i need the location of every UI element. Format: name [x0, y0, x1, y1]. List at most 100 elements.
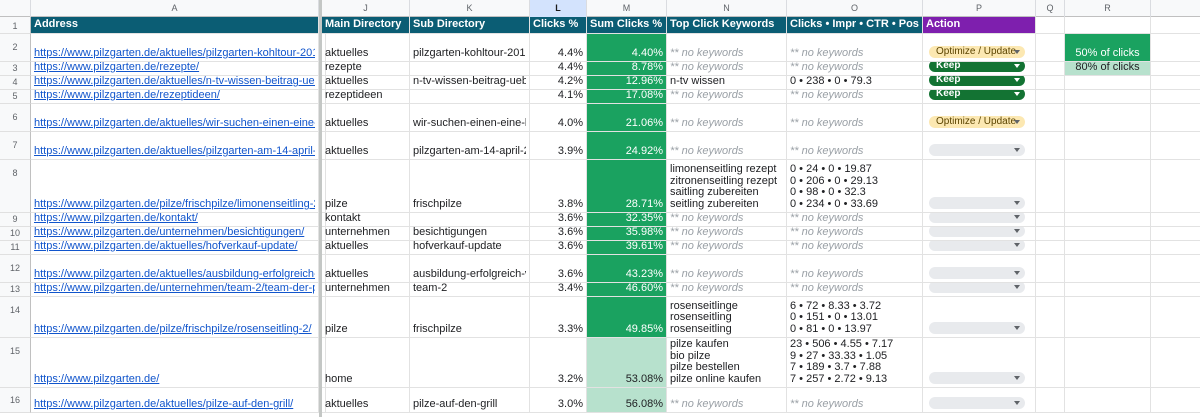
threshold-cell[interactable]	[1065, 283, 1151, 296]
url-link[interactable]: https://www.pilzgarten.de/aktuelles/hofv…	[34, 241, 298, 252]
action-dropdown[interactable]	[929, 197, 1025, 209]
keywords-cell[interactable]: limonenseitling rezept zitronenseitling r…	[667, 160, 787, 212]
sum-clicks-cell[interactable]: 49.85%	[587, 297, 667, 337]
sub-directory-cell[interactable]: hofverkauf-update	[410, 241, 530, 254]
action-cell[interactable]	[923, 283, 1036, 296]
row-number[interactable]: 16	[0, 388, 31, 413]
threshold-cell[interactable]	[1065, 104, 1151, 131]
clicks-pct-cell[interactable]: 3.6%	[530, 241, 587, 254]
url-cell[interactable]: https://www.pilzgarten.de/aktuelles/n-tv…	[31, 76, 319, 89]
sum-clicks-cell[interactable]: 32.35%	[587, 213, 667, 226]
threshold-cell[interactable]	[1065, 227, 1151, 240]
action-dropdown[interactable]	[929, 283, 1025, 293]
exact-cell[interactable]	[319, 34, 326, 61]
column-header-r[interactable]: R	[1065, 0, 1151, 17]
sub-directory-cell[interactable]: pilze-auf-den-grill	[410, 388, 530, 412]
action-cell[interactable]: Optimize / Update	[923, 104, 1036, 131]
empty-cell[interactable]	[1036, 34, 1065, 61]
threshold-cell[interactable]	[1065, 297, 1151, 337]
url-cell[interactable]: https://www.pilzgarten.de/aktuelles/wir-…	[31, 104, 319, 131]
row-number[interactable]: 4	[0, 76, 31, 90]
metrics-cell[interactable]: ** no keywords	[787, 132, 923, 159]
metrics-cell[interactable]: 6 • 72 • 8.33 • 3.72 0 • 151 • 0 • 13.01 0…	[787, 297, 923, 337]
url-link[interactable]: https://www.pilzgarten.de/aktuelles/pilz…	[34, 47, 315, 59]
metrics-cell[interactable]: ** no keywords	[787, 255, 923, 282]
threshold-cell[interactable]	[1065, 241, 1151, 254]
action-dropdown[interactable]	[929, 322, 1025, 334]
threshold-cell[interactable]	[1065, 338, 1151, 387]
metrics-cell[interactable]: ** no keywords	[787, 388, 923, 412]
threshold-cell[interactable]	[1065, 213, 1151, 226]
action-dropdown[interactable]: Keep	[929, 90, 1025, 100]
main-directory-cell[interactable]: 0 aktuelles	[322, 34, 410, 61]
main-directory-cell[interactable]: 0 pilze	[322, 160, 410, 212]
action-cell[interactable]: Optimize / Update	[923, 34, 1036, 61]
url-link[interactable]: https://www.pilzgarten.de/aktuelles/ausb…	[34, 268, 315, 280]
select-all-corner[interactable]	[0, 0, 31, 17]
action-dropdown[interactable]: Keep	[929, 76, 1025, 86]
sub-directory-cell[interactable]	[410, 213, 530, 226]
action-dropdown[interactable]	[929, 267, 1025, 279]
clicks-pct-cell[interactable]: 3.3%	[530, 297, 587, 337]
keywords-cell[interactable]: ** no keywords	[667, 90, 787, 103]
threshold-cell[interactable]	[1065, 255, 1151, 282]
clicks-pct-cell[interactable]: 4.1%	[530, 90, 587, 103]
sum-clicks-cell[interactable]: 17.08%	[587, 90, 667, 103]
main-directory-cell[interactable]: 0 aktuelles	[322, 388, 410, 412]
row-number[interactable]: 15	[0, 338, 31, 388]
url-cell[interactable]: https://www.pilzgarten.de/kontakt/	[31, 213, 319, 226]
action-cell[interactable]	[923, 213, 1036, 226]
exact-cell[interactable]	[319, 338, 326, 387]
exact-cell[interactable]	[319, 76, 326, 89]
row-number[interactable]: 14	[0, 297, 31, 338]
sum-clicks-cell[interactable]: 4.40%	[587, 34, 667, 61]
url-link[interactable]: https://www.pilzgarten.de/kontakt/	[34, 213, 198, 224]
url-link[interactable]: https://www.pilzgarten.de/aktuelles/pilz…	[34, 398, 294, 410]
action-dropdown[interactable]	[929, 397, 1025, 409]
url-cell[interactable]: https://www.pilzgarten.de/unternehmen/te…	[31, 283, 319, 296]
row-number[interactable]: 3	[0, 62, 31, 76]
sub-directory-cell[interactable]: pilzgarten-am-14-april-2019	[410, 132, 530, 159]
keywords-cell[interactable]: ** no keywords	[667, 104, 787, 131]
metrics-cell[interactable]: ** no keywords	[787, 213, 923, 226]
threshold-cell[interactable]	[1065, 76, 1151, 89]
empty-cell[interactable]	[1036, 90, 1065, 103]
threshold-cell[interactable]: 50% of clicks	[1065, 34, 1151, 61]
exact-cell[interactable]	[319, 297, 326, 337]
keywords-cell[interactable]: pilze kaufen bio pilze pilze bestellen pilz…	[667, 338, 787, 387]
row-number[interactable]: 13	[0, 283, 31, 297]
url-cell[interactable]: https://www.pilzgarten.de/aktuelles/pilz…	[31, 132, 319, 159]
exact-cell[interactable]	[319, 283, 326, 296]
keywords-cell[interactable]: ** no keywords	[667, 34, 787, 61]
threshold-cell[interactable]	[1065, 132, 1151, 159]
column-header-n[interactable]: N	[667, 0, 787, 17]
sub-directory-cell[interactable]	[410, 338, 530, 387]
url-link[interactable]: https://www.pilzgarten.de/aktuelles/n-tv…	[34, 76, 315, 87]
metrics-cell[interactable]: ** no keywords	[787, 62, 923, 75]
metrics-cell[interactable]: 0 • 238 • 0 • 79.3	[787, 76, 923, 89]
url-cell[interactable]: https://www.pilzgarten.de/	[31, 338, 319, 387]
empty-cell[interactable]	[1036, 255, 1065, 282]
clicks-pct-cell[interactable]: 3.0%	[530, 388, 587, 412]
sub-directory-cell[interactable]: n-tv-wissen-beitrag-ueber-ur	[410, 76, 530, 89]
main-directory-cell[interactable]: 0 rezepte	[322, 61, 410, 75]
url-link[interactable]: https://www.pilzgarten.de/pilze/frischpi…	[34, 198, 315, 210]
action-dropdown[interactable]: Keep	[929, 62, 1025, 72]
main-directory-cell[interactable]: 1 kontakt	[322, 212, 410, 226]
column-header-k[interactable]: K	[410, 0, 530, 17]
sub-directory-cell[interactable]: besichtigungen	[410, 227, 530, 240]
keywords-cell[interactable]: ** no keywords	[667, 132, 787, 159]
action-cell[interactable]	[923, 132, 1036, 159]
column-header-m[interactable]: M	[587, 0, 667, 17]
exact-cell[interactable]	[319, 227, 326, 240]
action-cell[interactable]	[923, 160, 1036, 212]
url-link[interactable]: https://www.pilzgarten.de/rezepte/	[34, 62, 200, 73]
sub-directory-cell[interactable]	[410, 62, 530, 75]
empty-cell[interactable]	[1036, 132, 1065, 159]
empty-cell[interactable]	[1036, 338, 1065, 387]
action-dropdown[interactable]: Optimize / Update	[929, 46, 1025, 58]
keywords-cell[interactable]: ** no keywords	[667, 241, 787, 254]
exact-cell[interactable]	[319, 241, 326, 254]
sub-directory-cell[interactable]: frischpilze	[410, 160, 530, 212]
keywords-cell[interactable]: n-tv wissen	[667, 76, 787, 89]
